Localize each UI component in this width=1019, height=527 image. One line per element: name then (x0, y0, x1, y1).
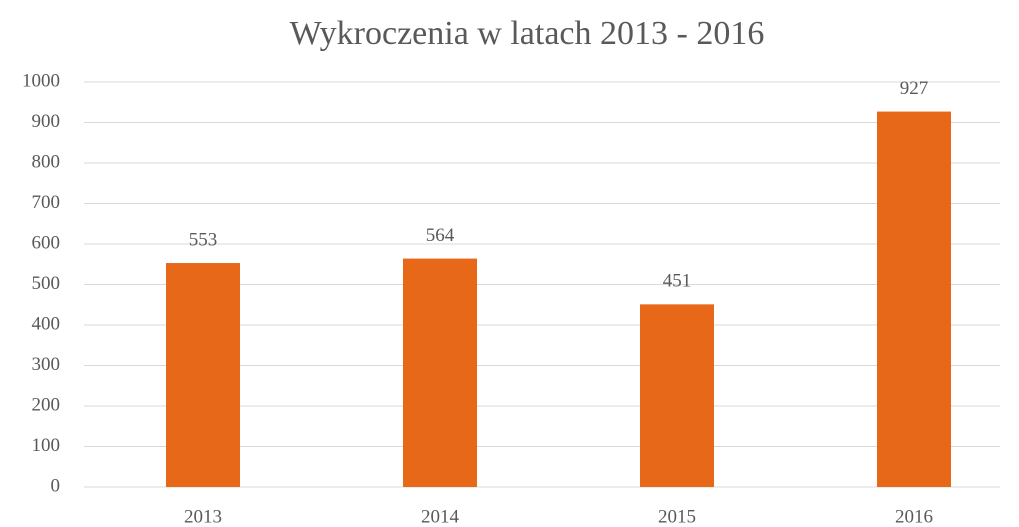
y-tick-label: 700 (32, 192, 61, 213)
data-label: 553 (189, 229, 218, 250)
y-tick-label: 200 (32, 394, 61, 415)
y-tick-label: 400 (32, 313, 61, 334)
bar (403, 258, 477, 487)
data-label: 451 (663, 271, 692, 292)
y-tick-label: 300 (32, 354, 61, 375)
bar (640, 304, 714, 487)
y-tick-label: 800 (32, 151, 61, 172)
data-label: 927 (900, 78, 929, 99)
x-tick-label: 2013 (184, 506, 222, 527)
x-tick-label: 2014 (421, 506, 460, 527)
bar (166, 263, 240, 487)
y-tick-label: 900 (32, 111, 61, 132)
y-tick-label: 0 (51, 475, 61, 496)
x-tick-label: 2015 (658, 506, 696, 527)
y-tick-label: 1000 (22, 70, 60, 91)
x-tick-label: 2016 (895, 506, 933, 527)
y-tick-label: 500 (32, 273, 61, 294)
chart-title: Wykroczenia w latach 2013 - 2016 (290, 15, 765, 52)
bar (877, 111, 951, 487)
data-label: 564 (426, 225, 455, 246)
y-tick-label: 600 (32, 232, 61, 253)
y-tick-label: 100 (32, 435, 61, 456)
